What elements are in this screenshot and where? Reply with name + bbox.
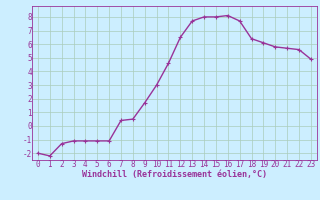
X-axis label: Windchill (Refroidissement éolien,°C): Windchill (Refroidissement éolien,°C) bbox=[82, 170, 267, 179]
